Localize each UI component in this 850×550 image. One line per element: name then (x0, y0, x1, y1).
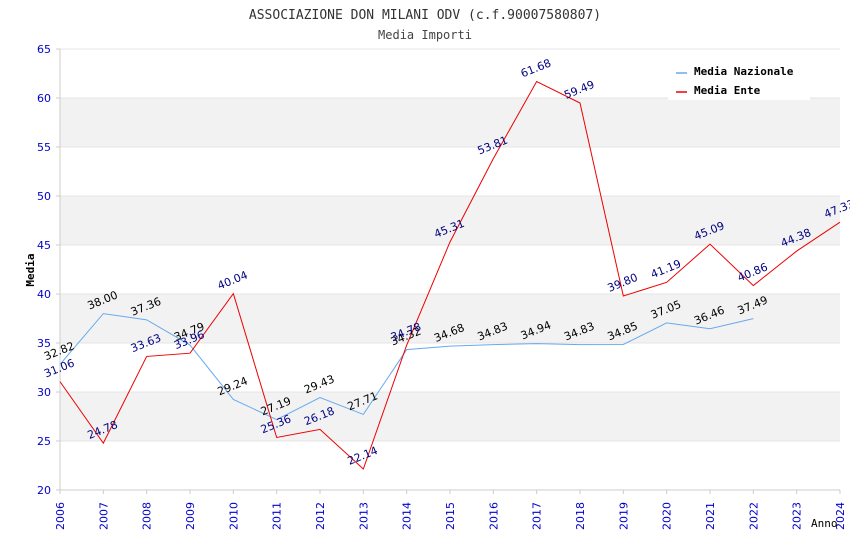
chart-title: ASSOCIAZIONE DON MILANI ODV (c.f.9000758… (249, 8, 601, 23)
y-tick-label: 50 (37, 190, 51, 203)
x-tick-label: 2019 (617, 502, 630, 530)
chart-subtitle: Media Importi (378, 28, 472, 42)
data-label: 61.68 (519, 56, 553, 80)
data-label: 22.14 (346, 444, 380, 468)
legend-box (668, 58, 810, 100)
x-tick-label: 2008 (141, 502, 154, 530)
y-tick-label: 35 (37, 337, 51, 350)
background-band (60, 392, 840, 441)
y-tick-label: 45 (37, 239, 51, 252)
legend-label-media-nazionale: Media Nazionale (694, 65, 794, 78)
legend-label-media-ente: Media Ente (694, 84, 761, 97)
x-tick-label: 2009 (184, 502, 197, 530)
x-axis-title: Anno (811, 517, 838, 530)
x-tick-label: 2006 (54, 502, 67, 530)
series-lines (59, 80, 841, 470)
series-line-media-nazionale (59, 313, 754, 421)
x-tick-label: 2018 (574, 502, 587, 530)
y-tick-label: 65 (37, 43, 51, 56)
series-line-media-ente (59, 80, 841, 470)
y-tick-label: 20 (37, 484, 51, 497)
y-tick-label: 30 (37, 386, 51, 399)
gridlines (60, 48, 840, 491)
y-tick-label: 40 (37, 288, 51, 301)
data-label: 40.04 (216, 269, 250, 293)
y-tick-label: 55 (37, 141, 51, 154)
y-tick-label: 25 (37, 435, 51, 448)
x-tick-label: 2013 (357, 502, 370, 530)
background-bands (60, 98, 840, 441)
background-band (60, 294, 840, 343)
background-band (60, 98, 840, 147)
y-tick-label: 60 (37, 92, 51, 105)
x-tick-label: 2024 (834, 502, 847, 530)
y-axis-ticks: 20 25 30 35 40 45 50 55 60 65 (37, 43, 60, 497)
x-tick-label: 2015 (444, 502, 457, 530)
x-tick-label: 2021 (704, 502, 717, 530)
data-label: 40.86 (736, 261, 770, 285)
y-axis-title: Media (24, 253, 37, 286)
x-tick-label: 2016 (487, 502, 500, 530)
background-band (60, 196, 840, 245)
x-tick-label: 2010 (227, 502, 240, 530)
x-tick-label: 2007 (97, 502, 110, 530)
x-tick-label: 2023 (791, 502, 804, 530)
x-tick-label: 2017 (531, 502, 544, 530)
x-tick-label: 2014 (401, 502, 414, 530)
x-tick-label: 2022 (747, 502, 760, 530)
legend: Media Nazionale Media Ente (668, 58, 810, 100)
x-tick-label: 2011 (271, 502, 284, 530)
data-label: 41.19 (649, 257, 683, 281)
x-tick-label: 2012 (314, 502, 327, 530)
x-axis-ticks: 2006 2007 2008 2009 2010 2011 2012 2013 2014 2015… (54, 490, 847, 530)
x-tick-label: 2020 (661, 502, 674, 530)
